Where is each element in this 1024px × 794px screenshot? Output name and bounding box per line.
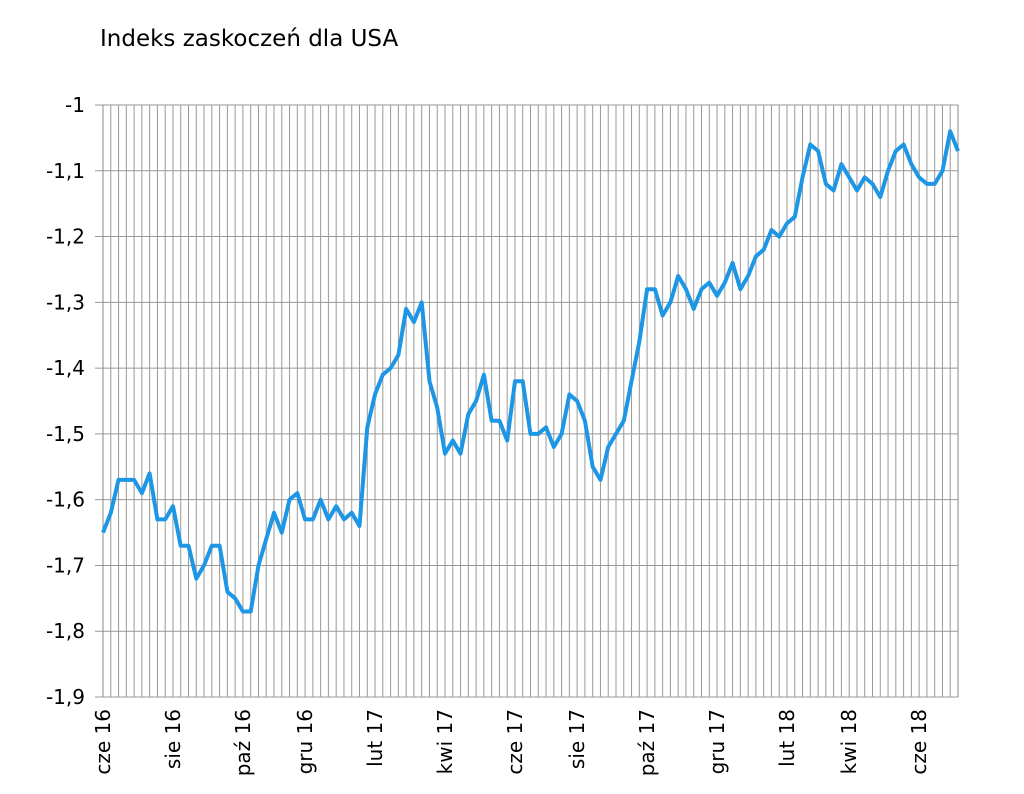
y-tick-label: -1,9: [46, 685, 85, 709]
chart-title: Indeks zaskoczeń dla USA: [100, 26, 398, 52]
x-tick-label: sie 17: [565, 709, 589, 769]
x-tick-label: kwi 18: [837, 709, 861, 774]
x-tick-label: gru 16: [293, 709, 317, 774]
data-line: [101, 129, 960, 614]
x-tick-label: cze 17: [503, 709, 527, 775]
x-tick-label: paź 17: [635, 709, 659, 776]
x-tick-label: gru 17: [705, 709, 729, 774]
x-tick-label: lut 17: [363, 709, 387, 767]
y-tick-label: -1,5: [46, 422, 85, 446]
x-tick-label: kwi 17: [433, 709, 457, 774]
y-tick-label: -1,8: [46, 619, 85, 643]
x-tick-label: paź 16: [231, 709, 255, 776]
y-tick-label: -1,6: [46, 488, 85, 512]
x-tick-label: cze 18: [907, 709, 931, 775]
x-tick-label: sie 16: [161, 709, 185, 769]
x-tick-label: cze 16: [91, 709, 115, 775]
y-tick-label: -1: [65, 93, 85, 117]
x-tick-label: lut 18: [775, 709, 799, 767]
y-tick-label: -1,1: [46, 159, 85, 183]
y-tick-label: -1,4: [46, 356, 85, 380]
y-tick-label: -1,7: [46, 553, 85, 577]
y-tick-label: -1,3: [46, 290, 85, 314]
y-tick-label: -1,2: [46, 225, 85, 249]
